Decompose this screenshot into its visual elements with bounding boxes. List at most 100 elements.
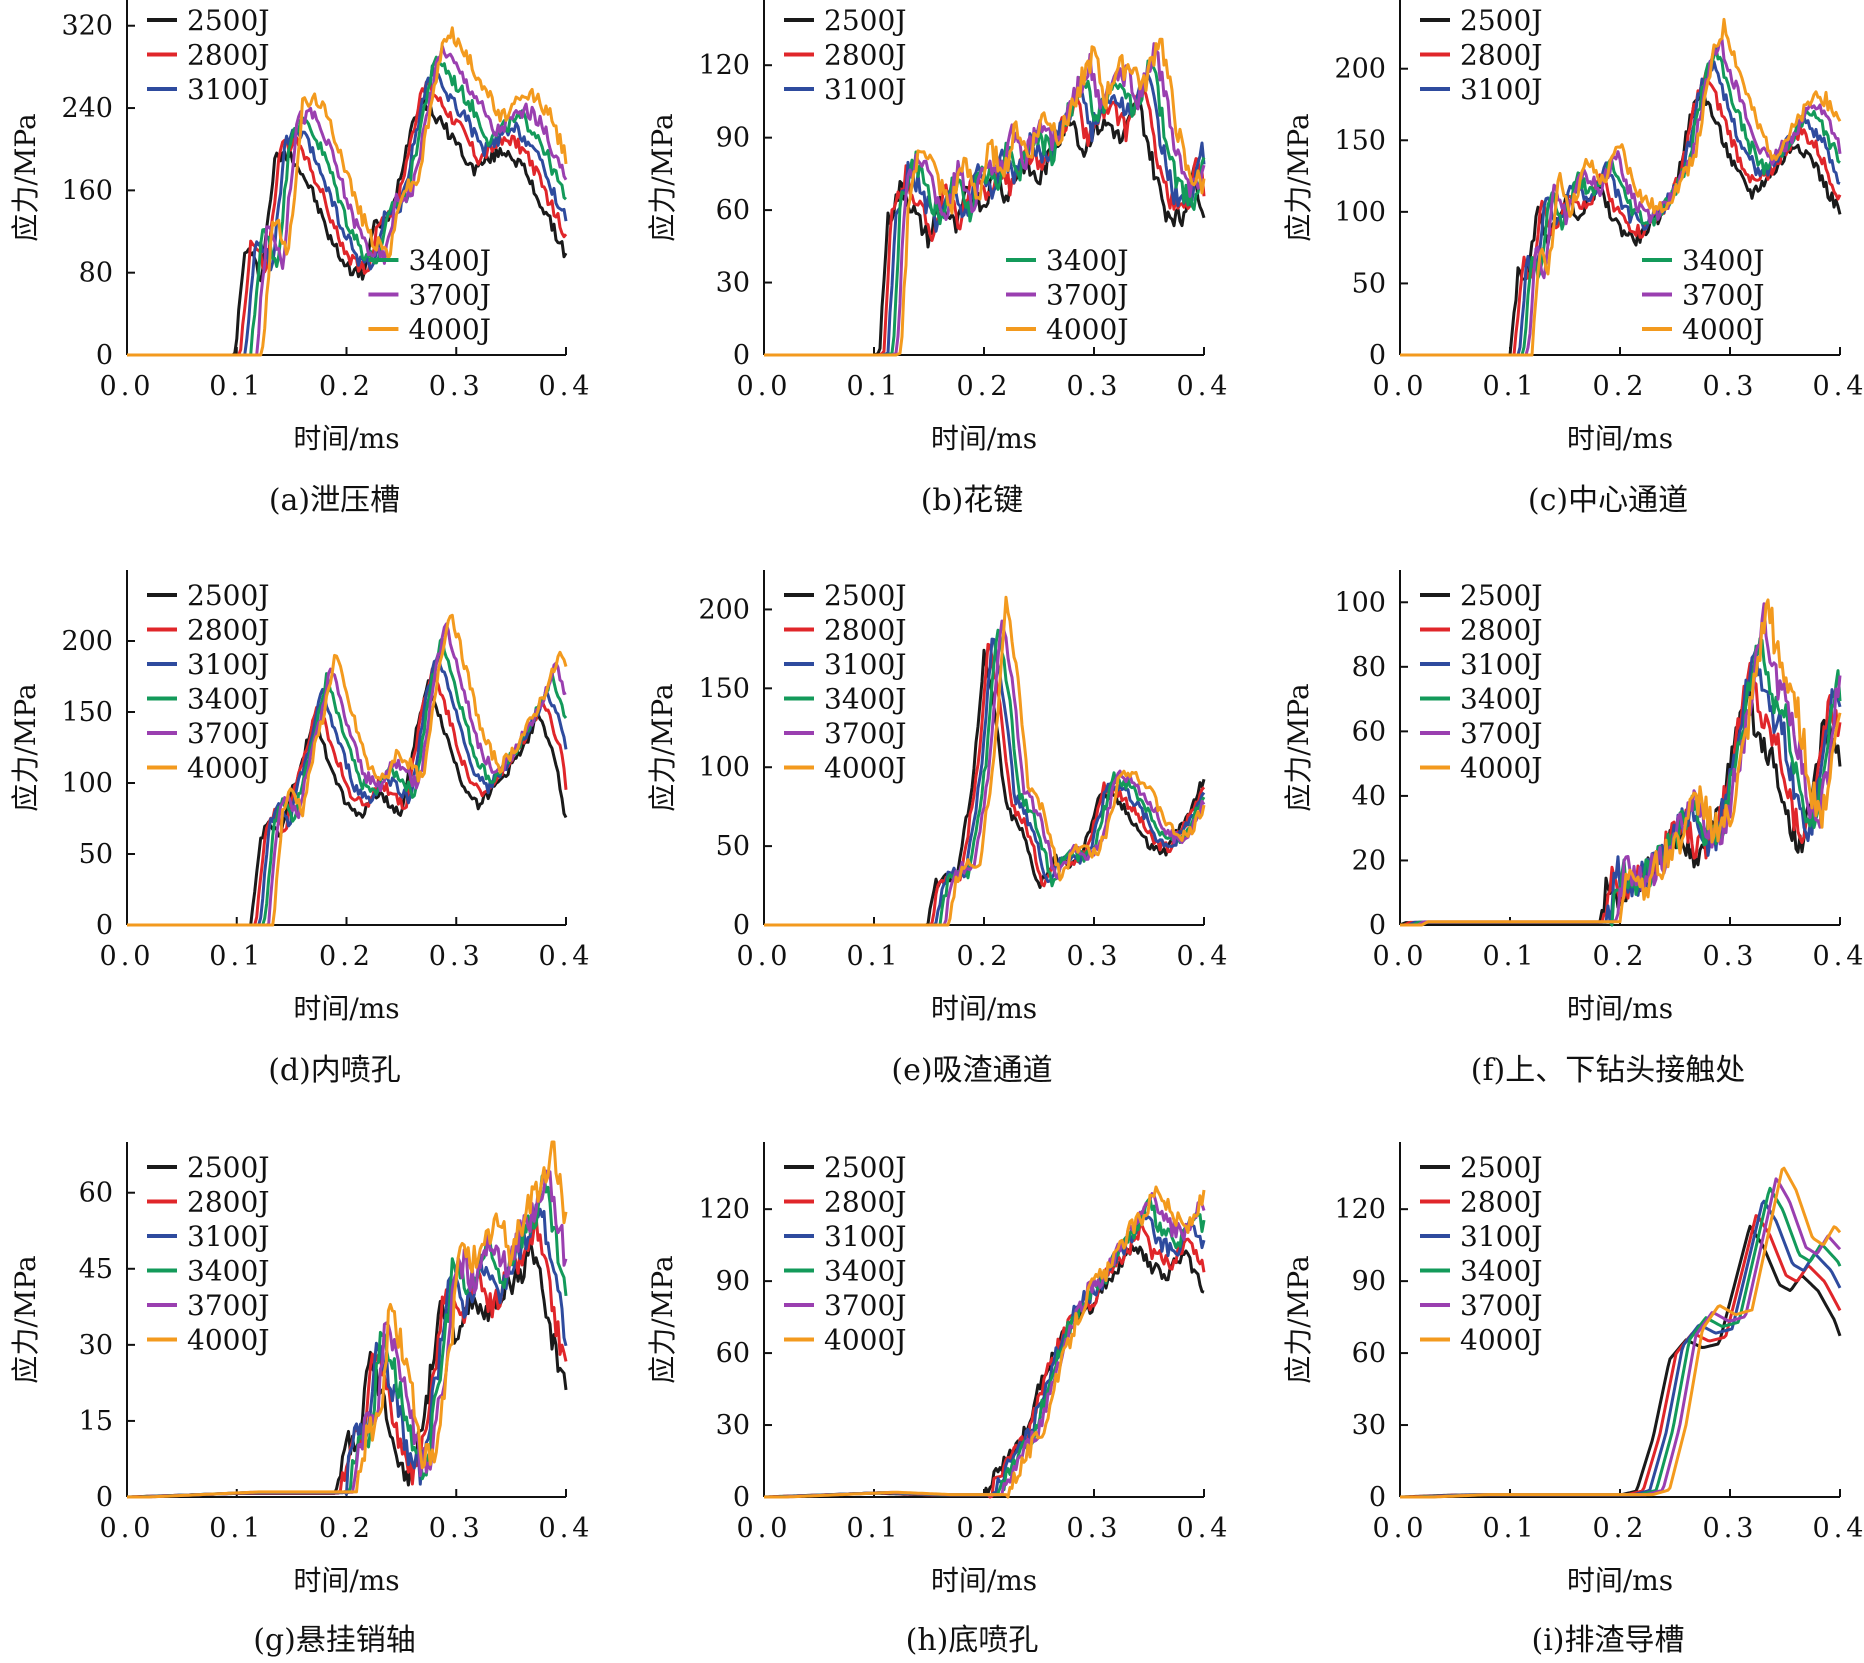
- x-tick-label: 0.3: [1703, 1513, 1758, 1544]
- chart-5: 0 50 100 150 200 0.0 0.1 0.2 0.3 0.4 时间/ms 应力/MPa (e…: [646, 570, 1232, 1088]
- x-tick-label: 0.3: [429, 371, 484, 402]
- y-tick-label: 100: [1334, 197, 1386, 228]
- legend-label-3100J: 3100J: [187, 73, 269, 106]
- chart-4: 0 50 100 150 200 0.0 0.1 0.2 0.3 0.4 时间/ms 应力/MPa (d…: [9, 570, 594, 1088]
- y-axis-label: 应力/MPa: [1282, 113, 1315, 241]
- legend-label-4000J: 4000J: [1046, 313, 1128, 346]
- chart-9: 0 30 60 90 120 0.0 0.1 0.2 0.3 0.4 时间/ms 应力/MPa (i)排…: [1282, 1142, 1863, 1658]
- legend-label-4000J: 4000J: [1460, 752, 1542, 785]
- chart-caption: (c)中心通道: [1528, 483, 1688, 518]
- chart-2: 0 30 60 90 120 0.0 0.1 0.2 0.3 0.4 时间/ms 应力/MPa (b)花…: [646, 0, 1227, 518]
- x-tick-label: 0.1: [1483, 941, 1538, 972]
- x-tick-label: 0.4: [539, 1513, 594, 1544]
- x-tick-label: 0.3: [429, 941, 484, 972]
- x-tick-label: 0.1: [847, 941, 902, 972]
- x-tick-label: 0.4: [539, 941, 594, 972]
- y-tick-label: 50: [1352, 268, 1386, 299]
- y-tick-label: 60: [1352, 1338, 1386, 1369]
- y-tick-label: 45: [79, 1254, 113, 1285]
- chart-3: 0 50 100 150 200 0.0 0.1 0.2 0.3 0.4 时间/ms 应力/MPa (c…: [1282, 0, 1864, 518]
- legend-label-2500J: 2500J: [1460, 579, 1542, 612]
- y-tick-label: 150: [698, 673, 750, 704]
- y-tick-label: 0: [733, 910, 750, 941]
- chart-caption: (e)吸渣通道: [891, 1053, 1052, 1088]
- legend-label-2800J: 2800J: [1460, 614, 1542, 647]
- y-tick-label: 20: [1352, 845, 1386, 876]
- legend-label-2800J: 2800J: [187, 1186, 269, 1219]
- x-tick-label: 0.0: [100, 1513, 155, 1544]
- chart-6: 0 20 40 60 80 100 0.0 0.1 0.2 0.3 0.4 时间/ms 应力/MPa (f…: [1282, 570, 1864, 1088]
- x-tick-label: 0.0: [1373, 371, 1428, 402]
- legend-label-3700J: 3700J: [1460, 717, 1542, 750]
- legend-label-2500J: 2500J: [824, 1151, 906, 1184]
- x-tick-label: 0.4: [1813, 371, 1864, 402]
- x-tick-label: 0.1: [209, 1513, 264, 1544]
- legend-label-2500J: 2500J: [824, 4, 906, 37]
- legend-label-3400J: 3400J: [824, 1255, 906, 1288]
- y-axis-label: 应力/MPa: [9, 113, 42, 241]
- x-tick-label: 0.2: [957, 371, 1012, 402]
- y-tick-label: 160: [61, 175, 113, 206]
- y-tick-label: 150: [1334, 125, 1386, 156]
- x-tick-label: 0.2: [319, 941, 374, 972]
- chart-caption: (d)内喷孔: [268, 1053, 401, 1088]
- chart-caption: (h)底喷孔: [906, 1623, 1039, 1658]
- y-tick-label: 90: [716, 123, 750, 154]
- x-tick-label: 0.1: [1483, 1513, 1538, 1544]
- y-tick-label: 30: [716, 268, 750, 299]
- y-tick-label: 30: [716, 1410, 750, 1441]
- y-tick-label: 120: [1334, 1194, 1386, 1225]
- legend-label-2800J: 2800J: [187, 614, 269, 647]
- y-axis-label: 应力/MPa: [9, 683, 42, 811]
- x-axis-label: 时间/ms: [1567, 422, 1673, 455]
- series-line-4000J: [127, 26, 568, 357]
- legend-label-2800J: 2800J: [187, 39, 269, 72]
- y-tick-label: 0: [1369, 340, 1386, 371]
- series-line-4000J: [1400, 598, 1842, 927]
- y-tick-label: 15: [79, 1406, 113, 1437]
- x-tick-label: 0.4: [1177, 941, 1232, 972]
- legend-label-4000J: 4000J: [187, 1324, 269, 1357]
- x-tick-label: 0.2: [1593, 371, 1648, 402]
- y-tick-label: 60: [1352, 716, 1386, 747]
- x-tick-label: 0.3: [1067, 371, 1122, 402]
- series-line-2800J: [764, 80, 1206, 357]
- legend-label-2500J: 2500J: [187, 579, 269, 612]
- y-tick-label: 0: [733, 1482, 750, 1513]
- x-tick-label: 0.1: [847, 1513, 902, 1544]
- series-line-2500J: [764, 93, 1206, 357]
- legend-label-3400J: 3400J: [1046, 244, 1128, 277]
- y-tick-label: 60: [79, 1178, 113, 1209]
- y-tick-label: 30: [1352, 1410, 1386, 1441]
- legend-label-3700J: 3700J: [187, 1289, 269, 1322]
- y-tick-label: 30: [79, 1330, 113, 1361]
- x-tick-label: 0.3: [1703, 371, 1758, 402]
- y-tick-label: 90: [1352, 1266, 1386, 1297]
- y-tick-label: 240: [61, 93, 113, 124]
- x-tick-label: 0.0: [1373, 941, 1428, 972]
- y-axis-label: 应力/MPa: [646, 113, 679, 241]
- chart-1: 0 80 160 240 320 0.0 0.1 0.2 0.3 0.4 时间/ms 应力/MPa (a…: [9, 0, 589, 518]
- legend-label-3400J: 3400J: [408, 244, 490, 277]
- chart-caption: (a)泄压槽: [269, 483, 400, 518]
- legend-label-3100J: 3100J: [1460, 648, 1542, 681]
- series-line-3100J: [764, 73, 1206, 357]
- x-axis-label: 时间/ms: [931, 1564, 1037, 1597]
- legend-label-4000J: 4000J: [824, 752, 906, 785]
- x-tick-label: 0.2: [319, 1513, 374, 1544]
- y-tick-label: 0: [96, 910, 113, 941]
- legend-label-2500J: 2500J: [1460, 4, 1542, 37]
- legend-label-2800J: 2800J: [1460, 39, 1542, 72]
- y-tick-label: 200: [1334, 54, 1386, 85]
- x-tick-label: 0.2: [957, 1513, 1012, 1544]
- y-tick-label: 100: [698, 752, 750, 783]
- x-tick-label: 0.4: [1813, 941, 1864, 972]
- x-tick-label: 0.0: [737, 1513, 792, 1544]
- x-tick-label: 0.0: [1373, 1513, 1428, 1544]
- x-tick-label: 0.3: [1703, 941, 1758, 972]
- series-line-2500J: [1400, 90, 1842, 357]
- x-tick-label: 0.0: [737, 371, 792, 402]
- series-line-4000J: [764, 37, 1206, 357]
- x-tick-label: 0.1: [209, 371, 264, 402]
